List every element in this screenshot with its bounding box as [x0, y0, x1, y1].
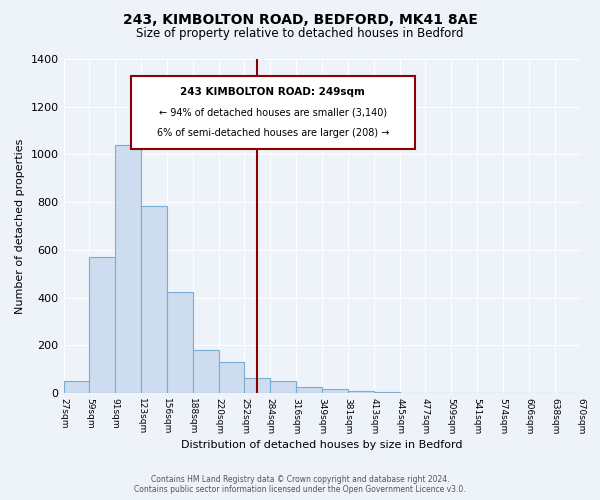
Bar [348, 392, 374, 393]
Bar [89, 257, 115, 393]
Bar [115, 145, 141, 393]
Text: ← 94% of detached houses are smaller (3,140): ← 94% of detached houses are smaller (3,… [159, 108, 387, 118]
Bar [374, 392, 400, 393]
Bar [167, 292, 193, 393]
Y-axis label: Number of detached properties: Number of detached properties [15, 138, 25, 314]
Text: Contains public sector information licensed under the Open Government Licence v3: Contains public sector information licen… [134, 485, 466, 494]
Text: 6% of semi-detached houses are larger (208) →: 6% of semi-detached houses are larger (2… [157, 128, 389, 138]
Bar [244, 378, 271, 393]
Bar [141, 206, 167, 393]
Text: Contains HM Land Registry data © Crown copyright and database right 2024.: Contains HM Land Registry data © Crown c… [151, 475, 449, 484]
Bar [64, 382, 89, 393]
X-axis label: Distribution of detached houses by size in Bedford: Distribution of detached houses by size … [181, 440, 463, 450]
Bar [193, 350, 218, 393]
Bar [322, 389, 348, 393]
Text: Size of property relative to detached houses in Bedford: Size of property relative to detached ho… [136, 28, 464, 40]
Text: 243, KIMBOLTON ROAD, BEDFORD, MK41 8AE: 243, KIMBOLTON ROAD, BEDFORD, MK41 8AE [122, 12, 478, 26]
Text: 243 KIMBOLTON ROAD: 249sqm: 243 KIMBOLTON ROAD: 249sqm [181, 87, 365, 97]
Bar [218, 362, 244, 393]
FancyBboxPatch shape [131, 76, 415, 149]
Bar [296, 386, 322, 393]
Bar [271, 382, 296, 393]
